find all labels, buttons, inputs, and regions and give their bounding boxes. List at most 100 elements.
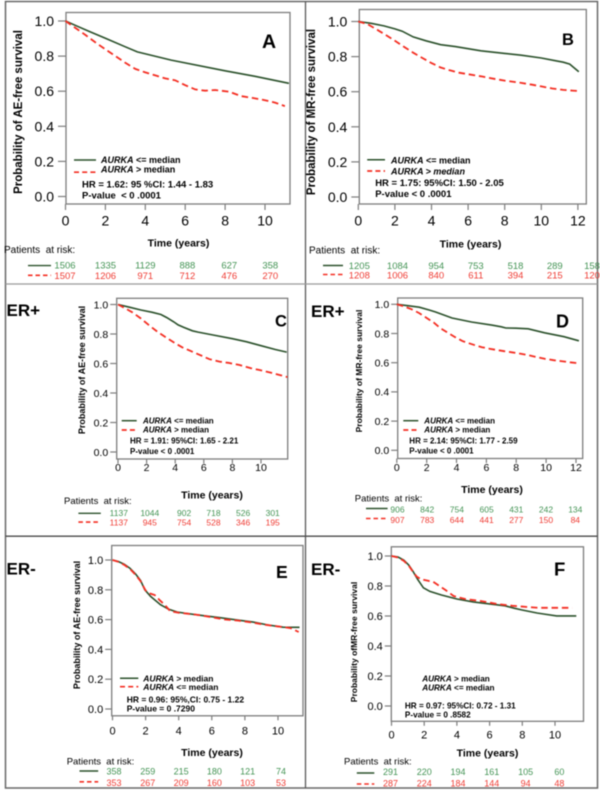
svg-text:277: 277 (509, 515, 523, 525)
svg-text:0.0: 0.0 (328, 189, 348, 205)
svg-text:P-value < 0 .0001: P-value < 0 .0001 (130, 447, 195, 456)
svg-text:6: 6 (209, 726, 215, 738)
svg-text:301: 301 (266, 508, 280, 518)
svg-text:0.8: 0.8 (35, 48, 55, 64)
svg-text:1205: 1205 (349, 261, 370, 272)
svg-text:0.6: 0.6 (88, 615, 103, 627)
svg-text:B: B (562, 31, 574, 49)
svg-text:Patients at risk:: Patients at risk: (67, 757, 135, 768)
svg-text:A: A (262, 31, 276, 53)
svg-text:10: 10 (534, 213, 550, 229)
svg-text:1206: 1206 (95, 271, 116, 282)
svg-text:Probability ofMR-free survival: Probability ofMR-free survival (349, 582, 359, 702)
svg-text:1507: 1507 (54, 271, 75, 282)
svg-text:12: 12 (570, 462, 582, 474)
svg-text:270: 270 (262, 271, 278, 282)
svg-text:441: 441 (480, 515, 494, 525)
svg-text:0.6: 0.6 (94, 358, 109, 370)
svg-text:Time (years): Time (years) (457, 747, 519, 759)
svg-text:611: 611 (468, 270, 483, 281)
svg-text:754: 754 (177, 518, 191, 528)
svg-text:AURKA <= median: AURKA <= median (100, 155, 181, 165)
svg-text:Probability of MR-free surviva: Probability of MR-free survival (306, 29, 318, 195)
svg-text:180: 180 (207, 766, 222, 776)
svg-text:AURKA <= median: AURKA <= median (423, 416, 495, 425)
svg-text:ER+: ER+ (7, 301, 41, 320)
svg-text:1137: 1137 (110, 518, 129, 528)
svg-text:753: 753 (468, 261, 484, 272)
svg-text:2: 2 (144, 462, 150, 474)
svg-text:209: 209 (174, 778, 189, 788)
svg-text:0.8: 0.8 (375, 328, 390, 340)
svg-text:902: 902 (177, 508, 191, 518)
svg-text:2: 2 (143, 726, 149, 738)
svg-text:ER-: ER- (7, 560, 36, 579)
svg-text:1.0: 1.0 (328, 14, 348, 30)
svg-text:6: 6 (201, 462, 207, 474)
svg-text:0.2: 0.2 (375, 416, 390, 428)
svg-text:1137: 1137 (110, 508, 129, 518)
svg-text:1006: 1006 (387, 270, 408, 281)
svg-text:8: 8 (519, 730, 525, 742)
svg-text:P-value < 0 .0001: P-value < 0 .0001 (82, 191, 162, 202)
svg-text:AURKA > median: AURKA > median (390, 167, 465, 177)
svg-text:1.0: 1.0 (368, 551, 383, 563)
svg-text:971: 971 (137, 271, 153, 282)
svg-text:0.2: 0.2 (35, 153, 55, 169)
svg-text:287: 287 (383, 779, 398, 789)
svg-text:150: 150 (539, 515, 553, 525)
svg-text:121: 121 (240, 766, 255, 776)
svg-text:AURKA > median: AURKA > median (142, 426, 209, 435)
svg-text:E: E (276, 562, 288, 582)
svg-text:0.2: 0.2 (94, 417, 109, 429)
svg-text:184: 184 (450, 779, 465, 789)
svg-text:0.4: 0.4 (368, 641, 383, 653)
svg-text:842: 842 (420, 504, 434, 514)
svg-text:215: 215 (174, 766, 189, 776)
svg-text:F: F (554, 559, 565, 580)
svg-text:8: 8 (242, 726, 248, 738)
svg-text:8: 8 (501, 213, 509, 229)
svg-text:0.0: 0.0 (375, 445, 390, 457)
svg-text:AURKA <= median: AURKA <= median (142, 416, 214, 425)
svg-text:0.0: 0.0 (88, 704, 103, 716)
svg-text:783: 783 (420, 515, 434, 525)
svg-text:Patients at risk:: Patients at risk: (4, 245, 75, 256)
svg-text:220: 220 (417, 767, 432, 777)
svg-text:HR = 1.75: 95%CI: 1.50 - 2.05: HR = 1.75: 95%CI: 1.50 - 2.05 (375, 178, 504, 189)
svg-text:120: 120 (584, 270, 600, 281)
svg-text:291: 291 (383, 767, 398, 777)
svg-text:60: 60 (554, 767, 564, 777)
svg-text:242: 242 (539, 504, 553, 514)
svg-text:6: 6 (487, 730, 493, 742)
svg-text:4: 4 (172, 462, 178, 474)
svg-text:6: 6 (483, 462, 489, 474)
svg-text:10: 10 (272, 726, 284, 738)
svg-text:0: 0 (354, 213, 362, 229)
svg-text:194: 194 (450, 767, 465, 777)
svg-text:526: 526 (236, 508, 250, 518)
svg-text:10: 10 (540, 462, 552, 474)
svg-text:134: 134 (568, 504, 582, 514)
svg-text:AURKA <= median: AURKA <= median (421, 683, 494, 692)
svg-text:0.4: 0.4 (94, 388, 109, 400)
svg-text:0.4: 0.4 (375, 387, 390, 399)
svg-text:6: 6 (181, 213, 189, 229)
svg-text:1.0: 1.0 (375, 299, 390, 311)
svg-text:4: 4 (428, 213, 436, 229)
svg-text:0.2: 0.2 (328, 154, 348, 170)
svg-text:1208: 1208 (349, 270, 370, 281)
svg-text:8: 8 (513, 462, 519, 474)
svg-text:AURKA > median: AURKA > median (421, 674, 490, 683)
svg-text:8: 8 (221, 213, 229, 229)
svg-text:1506: 1506 (54, 261, 75, 272)
svg-text:1084: 1084 (387, 261, 408, 272)
svg-text:105: 105 (518, 767, 533, 777)
svg-text:1.0: 1.0 (94, 299, 109, 311)
svg-text:346: 346 (236, 518, 250, 528)
svg-text:Time (years): Time (years) (440, 239, 502, 251)
svg-text:0.8: 0.8 (94, 329, 109, 341)
svg-text:HR = 2.14: 95%CI: 1.77 - 2.59: HR = 2.14: 95%CI: 1.77 - 2.59 (409, 436, 518, 445)
svg-text:0.8: 0.8 (368, 581, 383, 593)
svg-text:945: 945 (143, 518, 157, 528)
